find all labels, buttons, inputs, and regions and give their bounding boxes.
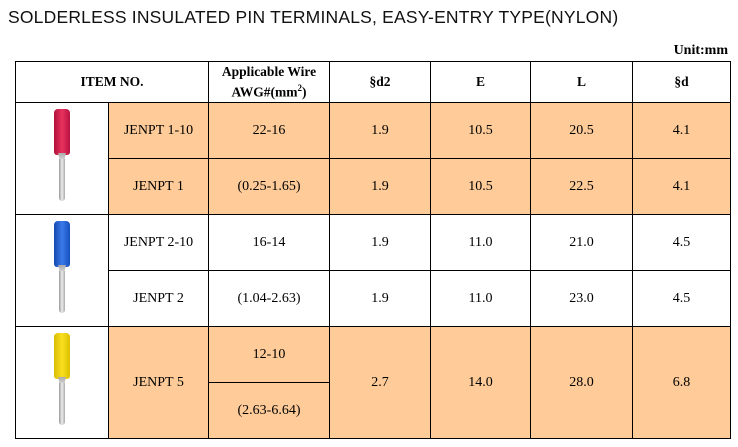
d-cell: 4.1 <box>632 102 731 159</box>
awg-cell: (0.25-1.65) <box>208 158 330 215</box>
d2-cell: 1.9 <box>329 270 431 327</box>
awg-cell: 12-10 <box>208 326 330 383</box>
item-cell: JENPT 5 <box>108 326 209 439</box>
page-title: SOLDERLESS INSULATED PIN TERMINALS, EASY… <box>8 7 619 27</box>
l-cell: 28.0 <box>530 326 633 439</box>
pin-image-red <box>15 102 109 215</box>
l-cell: 21.0 <box>530 214 633 271</box>
spec-table: ITEM NO. Applicable Wire AWG#(mm2) §d2 E … <box>15 61 731 439</box>
e-cell: 14.0 <box>430 326 531 439</box>
awg-cell: 16-14 <box>208 214 330 271</box>
header-d: §d <box>632 61 731 103</box>
header-wire-line1: Applicable Wire <box>221 63 317 79</box>
d-cell: 6.8 <box>632 326 731 439</box>
blue-pin-terminal-icon <box>47 220 77 321</box>
d2-cell: 2.7 <box>329 326 431 439</box>
d2-cell: 1.9 <box>329 158 431 215</box>
item-cell: JENPT 2 <box>108 270 209 327</box>
e-cell: 10.5 <box>430 158 531 215</box>
header-applicable-wire: Applicable Wire AWG#(mm2) <box>208 61 330 103</box>
awg-cell: 22-16 <box>208 102 330 159</box>
d2-cell: 1.9 <box>329 214 431 271</box>
awg-cell: (2.63-6.64) <box>208 382 330 439</box>
l-cell: 20.5 <box>530 102 633 159</box>
item-cell: JENPT 1 <box>108 158 209 215</box>
table-row: JENPT 1 (0.25-1.65) 1.9 10.5 22.5 4.1 <box>16 158 731 215</box>
header-item-no: ITEM NO. <box>15 61 209 103</box>
pin-image-yellow <box>15 326 109 439</box>
header-e: E <box>430 61 531 103</box>
table-row: JENPT 5 12-10 2.7 14.0 28.0 6.8 <box>15 326 731 439</box>
header-l: L <box>530 61 633 103</box>
header-wire-line2: AWG#(mm <box>231 84 298 100</box>
awg-cell: (1.04-2.63) <box>208 270 330 327</box>
e-cell: 11.0 <box>430 270 531 327</box>
table-row: JENPT 1-10 22-16 1.9 10.5 20.5 4.1 <box>15 102 731 215</box>
d-cell: 4.5 <box>632 270 731 327</box>
d2-cell: 1.9 <box>329 102 431 159</box>
header-wire-end: ) <box>302 84 307 100</box>
table-row: JENPT 2-10 16-14 1.9 11.0 21.0 4.5 <box>15 214 731 327</box>
table-row: (2.63-6.64) <box>16 382 731 439</box>
header-wire-sup: 2 <box>297 82 303 93</box>
l-cell: 23.0 <box>530 270 633 327</box>
red-pin-terminal-icon <box>47 108 77 209</box>
header-row: ITEM NO. Applicable Wire AWG#(mm2) §d2 E … <box>15 61 731 103</box>
d-cell: 4.5 <box>632 214 731 271</box>
yellow-pin-terminal-icon <box>47 332 77 433</box>
header-d2: §d2 <box>329 61 431 103</box>
pin-image-blue <box>15 214 109 327</box>
d-cell: 4.1 <box>632 158 731 215</box>
e-cell: 11.0 <box>430 214 531 271</box>
item-cell: JENPT 2-10 <box>108 214 209 271</box>
e-cell: 10.5 <box>430 102 531 159</box>
unit-label: Unit:mm <box>673 43 728 58</box>
l-cell: 22.5 <box>530 158 633 215</box>
table-row: JENPT 2 (1.04-2.63) 1.9 11.0 23.0 4.5 <box>16 270 731 327</box>
item-cell: JENPT 1-10 <box>108 102 209 159</box>
